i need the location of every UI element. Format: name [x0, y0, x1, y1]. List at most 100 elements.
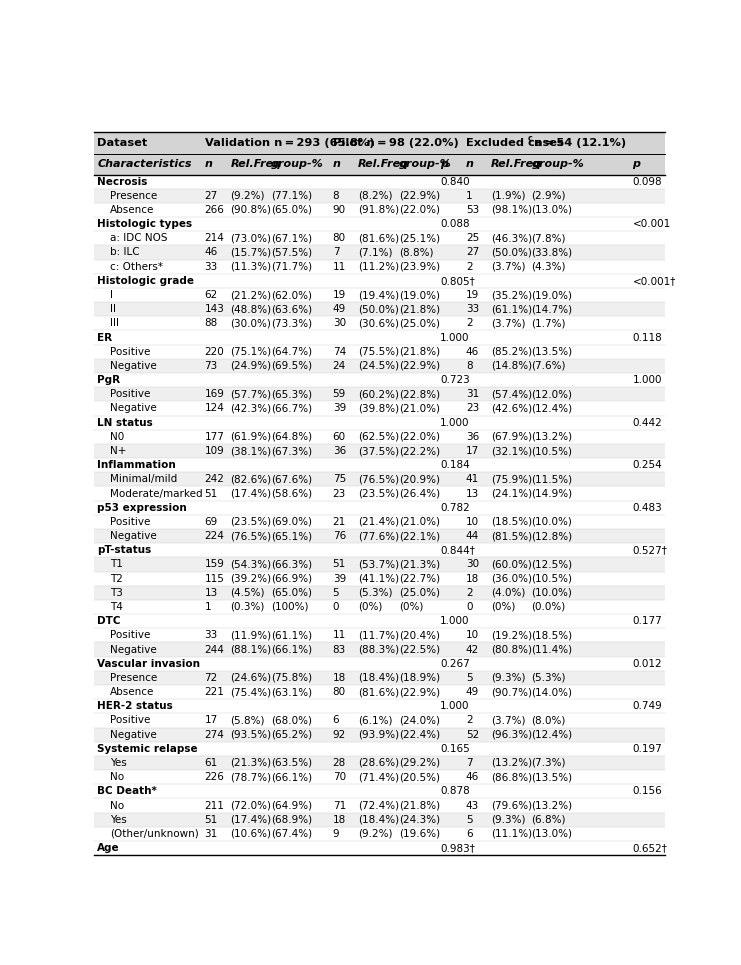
- Text: 23: 23: [333, 488, 346, 499]
- Bar: [94, 742, 665, 756]
- Text: 0.156: 0.156: [632, 786, 662, 796]
- Text: 6: 6: [466, 829, 473, 839]
- Text: III: III: [110, 318, 119, 328]
- Text: No: No: [110, 772, 124, 783]
- Text: (76.5%): (76.5%): [230, 531, 271, 541]
- Text: HER-2 status: HER-2 status: [97, 702, 173, 711]
- Text: (0.0%): (0.0%): [531, 602, 565, 612]
- Bar: [94, 260, 665, 274]
- Text: (14.8%): (14.8%): [491, 361, 532, 371]
- Text: (1.7%): (1.7%): [531, 318, 566, 328]
- Text: (77.1%): (77.1%): [270, 191, 312, 201]
- Text: (61.9%): (61.9%): [230, 431, 271, 442]
- Text: Rel.Freq: Rel.Freq: [491, 159, 542, 170]
- Text: (73.3%): (73.3%): [270, 318, 312, 328]
- Text: 43: 43: [466, 801, 479, 811]
- Text: Excluded cases: Excluded cases: [466, 138, 564, 149]
- Text: (93.9%): (93.9%): [358, 730, 399, 739]
- Text: (22.1%): (22.1%): [399, 531, 440, 541]
- Text: (18.4%): (18.4%): [358, 673, 399, 683]
- Text: (15.7%): (15.7%): [230, 247, 271, 258]
- Text: 0.844†: 0.844†: [440, 545, 475, 555]
- Text: (41.1%): (41.1%): [358, 573, 399, 584]
- Text: T1: T1: [110, 560, 123, 569]
- Text: 49: 49: [466, 687, 479, 697]
- Text: 0.723: 0.723: [440, 375, 470, 385]
- Text: (21.4%): (21.4%): [358, 517, 399, 527]
- Text: Histologic grade: Histologic grade: [97, 276, 194, 286]
- Text: (22.7%): (22.7%): [399, 573, 440, 584]
- Text: 226: 226: [205, 772, 225, 783]
- Text: (65.0%): (65.0%): [270, 205, 312, 215]
- Bar: [94, 245, 665, 260]
- Text: (54.3%): (54.3%): [230, 560, 271, 569]
- Text: 46: 46: [466, 772, 479, 783]
- Text: c: c: [528, 133, 532, 143]
- Text: N0: N0: [110, 431, 124, 442]
- Text: (62.0%): (62.0%): [270, 290, 312, 300]
- Text: n: n: [333, 159, 341, 170]
- Text: a: IDC NOS: a: IDC NOS: [110, 234, 167, 243]
- Text: (24.6%): (24.6%): [230, 673, 271, 683]
- Text: Negative: Negative: [110, 531, 156, 541]
- Text: (36.0%): (36.0%): [491, 573, 532, 584]
- Text: (71.7%): (71.7%): [270, 262, 312, 272]
- Text: (65.3%): (65.3%): [270, 389, 312, 400]
- Text: (12.4%): (12.4%): [531, 403, 573, 413]
- Text: (33.8%): (33.8%): [531, 247, 573, 258]
- Text: (75.1%): (75.1%): [230, 346, 271, 357]
- Text: (75.5%): (75.5%): [358, 346, 399, 357]
- Text: II: II: [110, 304, 116, 315]
- Text: group-%: group-%: [399, 159, 451, 170]
- Text: (67.1%): (67.1%): [270, 234, 312, 243]
- Text: (7.8%): (7.8%): [531, 234, 566, 243]
- Text: 242: 242: [205, 475, 225, 484]
- Bar: [94, 217, 665, 232]
- Bar: [94, 373, 665, 387]
- Text: (25.1%): (25.1%): [399, 234, 440, 243]
- Text: 1: 1: [466, 191, 473, 201]
- Text: Systemic relapse: Systemic relapse: [97, 744, 198, 754]
- Text: 39: 39: [333, 573, 346, 584]
- Bar: [94, 600, 665, 614]
- Bar: [94, 700, 665, 713]
- Text: (75.4%): (75.4%): [230, 687, 271, 697]
- Text: Positive: Positive: [110, 389, 150, 400]
- Text: (11.1%): (11.1%): [491, 829, 532, 839]
- Text: (85.2%): (85.2%): [491, 346, 532, 357]
- Text: 74: 74: [333, 346, 346, 357]
- Bar: [94, 175, 665, 189]
- Text: (14.7%): (14.7%): [531, 304, 573, 315]
- Text: <0.001: <0.001: [632, 219, 671, 229]
- Text: (19.6%): (19.6%): [399, 829, 440, 839]
- Text: (13.2%): (13.2%): [491, 758, 532, 768]
- Text: 0.878: 0.878: [440, 786, 470, 796]
- Text: Negative: Negative: [110, 361, 156, 371]
- Text: (24.9%): (24.9%): [230, 361, 271, 371]
- Text: 0.088: 0.088: [440, 219, 470, 229]
- Text: c: Others*: c: Others*: [110, 262, 163, 272]
- Text: 1.000: 1.000: [440, 333, 470, 343]
- Text: (37.5%): (37.5%): [358, 446, 399, 456]
- Text: (22.9%): (22.9%): [399, 191, 440, 201]
- Bar: [94, 330, 665, 345]
- Bar: [94, 841, 665, 855]
- Text: 33: 33: [205, 262, 218, 272]
- Text: 13: 13: [466, 488, 479, 499]
- Text: (90.7%): (90.7%): [491, 687, 532, 697]
- Text: 73: 73: [205, 361, 218, 371]
- Text: (25.0%): (25.0%): [399, 588, 439, 597]
- Text: 27: 27: [466, 247, 479, 258]
- Text: 214: 214: [205, 234, 225, 243]
- Text: 19: 19: [333, 290, 346, 300]
- Text: 88: 88: [205, 318, 218, 328]
- Text: 51: 51: [205, 488, 218, 499]
- Text: 11: 11: [333, 630, 346, 641]
- Text: (76.5%): (76.5%): [358, 475, 399, 484]
- Text: (17.4%): (17.4%): [230, 814, 271, 825]
- Text: (22.5%): (22.5%): [399, 645, 440, 654]
- Text: (25.0%): (25.0%): [399, 318, 439, 328]
- Text: (7.3%): (7.3%): [531, 758, 566, 768]
- Text: 211: 211: [205, 801, 225, 811]
- Text: (7.1%): (7.1%): [358, 247, 393, 258]
